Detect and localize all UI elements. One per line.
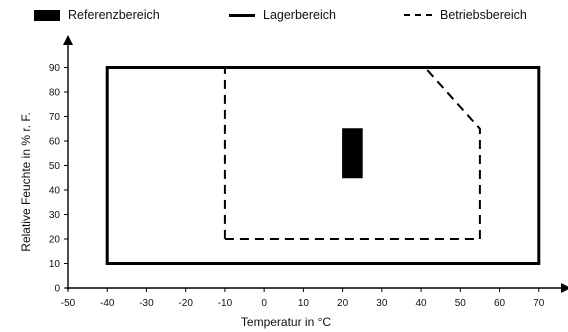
y-tick-label: 80 [49, 88, 61, 99]
y-tick-label: 40 [49, 186, 61, 197]
legend: Referenzbereich Lagerbereich Betriebsber… [0, 8, 568, 28]
x-tick-label: -50 [61, 298, 76, 309]
x-tick-label: 30 [376, 298, 388, 309]
legend-swatch-solid [229, 13, 255, 17]
y-axis-label: Relative Feuchte in % r. F. [19, 112, 33, 251]
y-tick-label: 0 [54, 284, 60, 295]
legend-label-betriebsbereich: Betriebsbereich [440, 8, 527, 22]
legend-item-referenzbereich: Referenzbereich [34, 8, 160, 22]
x-tick-label: 40 [416, 298, 428, 309]
x-axis-label: Temperatur in °C [241, 315, 331, 329]
area-lagerbereich [105, 66, 541, 265]
y-tick-label: 70 [49, 112, 61, 123]
x-tick-label: -20 [178, 298, 193, 309]
x-tick-label: -40 [100, 298, 115, 309]
y-tick-label: 90 [49, 63, 61, 74]
legend-item-betriebsbereich: Betriebsbereich [404, 8, 527, 22]
y-tick-label: 10 [49, 259, 61, 270]
x-tick-label: -30 [139, 298, 154, 309]
area-referenzbereich [342, 128, 363, 179]
legend-item-lagerbereich: Lagerbereich [229, 8, 336, 22]
legend-swatch-dashed [404, 14, 432, 16]
axes [63, 35, 568, 293]
x-tick-label: 0 [261, 298, 267, 309]
x-tick-label: 50 [455, 298, 467, 309]
x-tick-label: 20 [337, 298, 349, 309]
tick-marks: -50 -40 -30 -20 -10 0 10 20 30 40 50 60 70 0 10 20 30 40 5… [49, 63, 545, 309]
area-betriebsbereich [223, 66, 481, 240]
y-tick-label: 30 [49, 210, 61, 221]
chart-areas [105, 66, 541, 265]
y-tick-label: 60 [49, 137, 61, 148]
y-tick-label: 20 [49, 235, 61, 246]
x-tick-label: 10 [298, 298, 310, 309]
legend-label-referenzbereich: Referenzbereich [68, 8, 160, 22]
legend-swatch-filled [34, 9, 60, 21]
x-tick-label: 60 [494, 298, 506, 309]
x-tick-label: -10 [218, 298, 233, 309]
y-tick-label: 50 [49, 161, 61, 172]
x-tick-label: 70 [533, 298, 545, 309]
legend-label-lagerbereich: Lagerbereich [263, 8, 336, 22]
